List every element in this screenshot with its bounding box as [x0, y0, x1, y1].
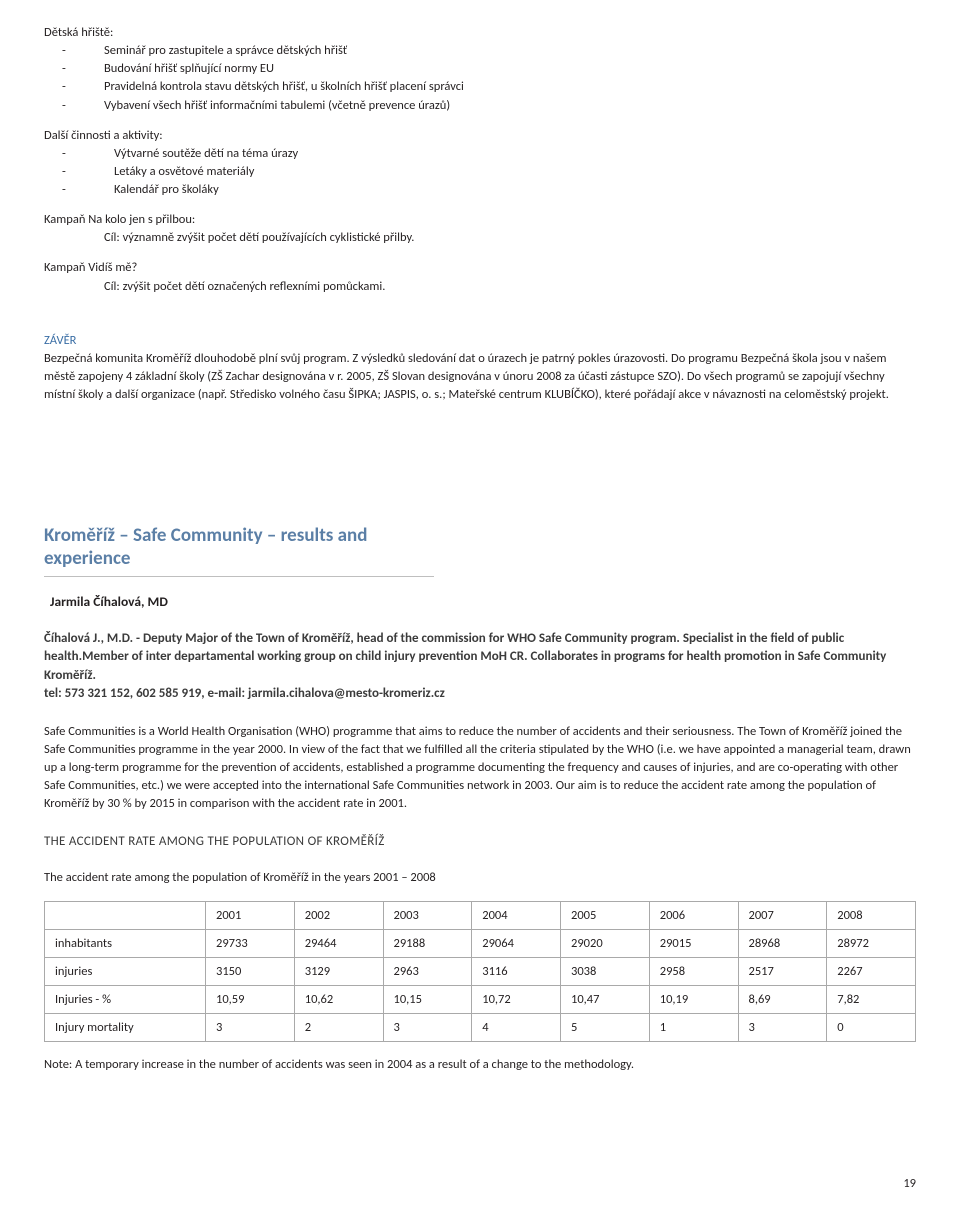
table-cell: 2003: [383, 901, 472, 929]
table-cell: 2007: [738, 901, 827, 929]
list-item: Seminář pro zastupitele a správce dětský…: [62, 42, 916, 60]
table-cell: 3038: [561, 957, 650, 985]
table-cell: 2001: [206, 901, 295, 929]
table-cell: 2002: [294, 901, 383, 929]
list-item: Vybavení všech hřišť informačními tabule…: [62, 97, 916, 115]
table-cell: 2: [294, 1013, 383, 1041]
table-cell: 3129: [294, 957, 383, 985]
table-row: injuries 3150 3129 2963 3116 3038 2958 2…: [45, 957, 916, 985]
accident-rate-subhead: THE ACCIDENT RATE AMONG THE POPULATION O…: [44, 834, 916, 849]
table-cell: 29020: [561, 929, 650, 957]
section-title-rule: Kroměříž – Safe Community – results and …: [44, 524, 434, 577]
table-cell: 10,62: [294, 985, 383, 1013]
document-page: Dětská hřiště: Seminář pro zastupitele a…: [0, 0, 960, 1213]
table-cell: 2963: [383, 957, 472, 985]
playgrounds-label: Dětská hřiště:: [44, 24, 916, 42]
table-cell: 3116: [472, 957, 561, 985]
list-item: Výtvarné soutěže dětí na téma úrazy: [62, 145, 916, 163]
campaign-helmet-goal: Cíl: významně zvýšit počet dětí používaj…: [104, 229, 916, 247]
table-cell: 2005: [561, 901, 650, 929]
table-cell: 28972: [827, 929, 916, 957]
table-cell: 2006: [649, 901, 738, 929]
table-cell: 2267: [827, 957, 916, 985]
table-cell: 29188: [383, 929, 472, 957]
table-cell: 0: [827, 1013, 916, 1041]
author-name: Jarmila Číhalová, MD: [50, 593, 916, 610]
page-number: 19: [903, 1176, 916, 1191]
accident-rate-table: 2001 2002 2003 2004 2005 2006 2007 2008 …: [44, 901, 916, 1042]
playgrounds-list: Seminář pro zastupitele a správce dětský…: [62, 42, 916, 115]
other-activities-list: Výtvarné soutěže dětí na téma úrazy Letá…: [62, 145, 916, 199]
table-cell: 7,82: [827, 985, 916, 1013]
table-cell: 10,15: [383, 985, 472, 1013]
table-row-header: 2001 2002 2003 2004 2005 2006 2007 2008: [45, 901, 916, 929]
table-cell: 2008: [827, 901, 916, 929]
table-cell: 4: [472, 1013, 561, 1041]
other-activities-label: Další činnosti a aktivity:: [44, 127, 916, 145]
author-credits: Číhalová J., M.D. - Deputy Major of the …: [44, 630, 916, 685]
table-cell: 2004: [472, 901, 561, 929]
table-cell: 28968: [738, 929, 827, 957]
table-cell: 2517: [738, 957, 827, 985]
campaign-reflex-label: Kampaň Vidíš mě?: [44, 259, 916, 277]
table-cell: 10,19: [649, 985, 738, 1013]
table-cell-blank: [45, 901, 206, 929]
table-cell: 29464: [294, 929, 383, 957]
table-cell: 10,72: [472, 985, 561, 1013]
table-cell: 29733: [206, 929, 295, 957]
table-cell: 2958: [649, 957, 738, 985]
table-intro: The accident rate among the population o…: [44, 869, 916, 887]
table-cell: 29064: [472, 929, 561, 957]
author-contact: tel: 573 321 152, 602 585 919, e-mail: j…: [44, 685, 916, 703]
table-cell: 10,47: [561, 985, 650, 1013]
table-cell: 3: [738, 1013, 827, 1041]
table-cell: 1: [649, 1013, 738, 1041]
table-row: inhabitants 29733 29464 29188 29064 2902…: [45, 929, 916, 957]
campaign-reflex-goal: Cíl: zvýšit počet dětí označených reflex…: [104, 278, 916, 296]
list-item: Letáky a osvětové materiály: [62, 163, 916, 181]
intro-paragraph: Safe Communities is a World Health Organ…: [44, 723, 916, 814]
table-cell: 3: [383, 1013, 472, 1041]
table-cell-label: Injuries - %: [45, 985, 206, 1013]
table-footnote: Note: A temporary increase in the number…: [44, 1056, 916, 1074]
table-row: Injuries - % 10,59 10,62 10,15 10,72 10,…: [45, 985, 916, 1013]
zaver-body: Bezpečná komunita Kroměříž dlouhodobě pl…: [44, 350, 916, 404]
table-cell: 29015: [649, 929, 738, 957]
list-item: Budování hřišť splňující normy EU: [62, 60, 916, 78]
list-item: Kalendář pro školáky: [62, 181, 916, 199]
table-cell: 10,59: [206, 985, 295, 1013]
zaver-heading: ZÁVĚR: [44, 332, 916, 350]
table-cell: 8,69: [738, 985, 827, 1013]
list-item: Pravidelná kontrola stavu dětských hřišť…: [62, 78, 916, 96]
table-cell: 3150: [206, 957, 295, 985]
table-cell-label: injuries: [45, 957, 206, 985]
section-title: Kroměříž – Safe Community – results and …: [44, 524, 367, 570]
campaign-helmet-label: Kampaň Na kolo jen s přilbou:: [44, 211, 916, 229]
table-cell: 3: [206, 1013, 295, 1041]
table-cell-label: inhabitants: [45, 929, 206, 957]
table-row: Injury mortality 3 2 3 4 5 1 3 0: [45, 1013, 916, 1041]
table-cell: 5: [561, 1013, 650, 1041]
table-cell-label: Injury mortality: [45, 1013, 206, 1041]
